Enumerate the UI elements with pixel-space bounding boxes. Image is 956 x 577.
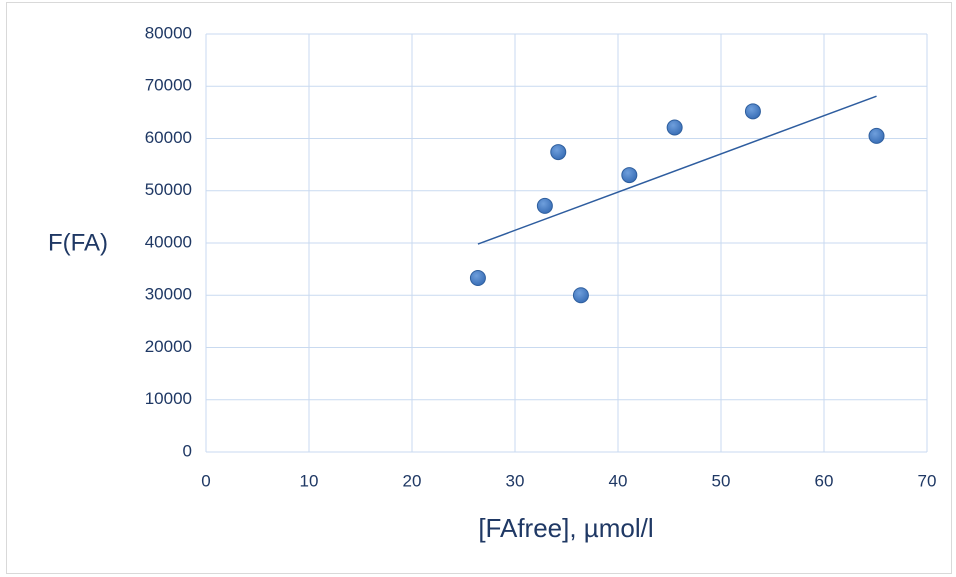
data-point [536,197,553,214]
x-tick-label: 70 [918,471,937,490]
x-tick-labels: 0 10 20 30 40 50 60 70 [201,471,936,490]
data-point [469,270,486,287]
y-axis-title: F(FA) [48,229,108,256]
x-tick-label: 40 [609,471,628,490]
data-point [572,287,589,304]
x-tick-label: 60 [815,471,834,490]
y-tick-label: 60000 [145,128,192,147]
x-axis-title: [FAfree], µmol/l [478,513,653,543]
data-point [666,119,683,136]
trendline [477,95,877,245]
y-tick-labels: 0 10000 20000 30000 40000 50000 60000 70000 8000… [145,23,192,460]
x-tick-label: 20 [403,471,422,490]
y-tick-label: 40000 [145,232,192,251]
x-tick-label: 10 [300,471,319,490]
x-tick-label: 0 [201,471,210,490]
y-tick-label: 10000 [145,389,192,408]
chart-frame [6,2,952,574]
data-point [621,167,638,184]
data-point [868,127,885,144]
data-points [469,103,885,304]
y-tick-label: 70000 [145,76,192,95]
data-point [744,103,761,120]
data-point [550,144,567,161]
y-tick-label: 20000 [145,337,192,356]
y-tick-label: 0 [183,441,192,460]
trendline-layer [477,95,877,245]
grid [205,33,928,453]
x-tick-label: 50 [712,471,731,490]
y-tick-label: 50000 [145,180,192,199]
x-tick-label: 30 [506,471,525,490]
y-tick-label: 30000 [145,285,192,304]
y-tick-label: 80000 [145,23,192,42]
